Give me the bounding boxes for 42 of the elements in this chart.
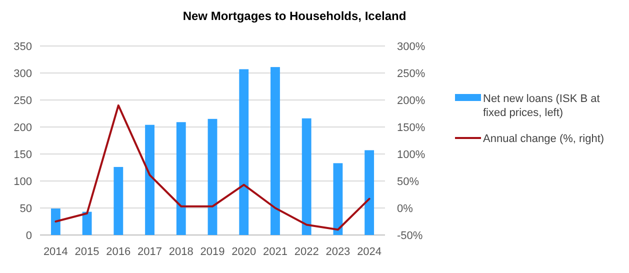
bar [82, 212, 92, 235]
y-tick-label: 100 [14, 176, 32, 188]
y-tick-label: 300 [14, 68, 32, 80]
x-tick-label: 2018 [168, 246, 194, 258]
bar [239, 69, 249, 235]
y-tick-label: 250 [14, 94, 32, 107]
y2-tick-label: 300% [397, 40, 426, 53]
x-tick-label: 2014 [43, 246, 68, 258]
x-tick-label: 2022 [294, 246, 319, 258]
y2-tick-label: 0% [397, 202, 414, 215]
y2-tick-label: -50% [397, 230, 423, 242]
y2-tick-label: 100% [397, 148, 426, 161]
x-tick-label: 2016 [106, 246, 131, 258]
bar [270, 67, 280, 235]
y2-tick-label: 200% [397, 94, 426, 107]
bar [208, 118, 218, 235]
y2-tick-label: 250% [397, 68, 426, 80]
bar [364, 150, 374, 235]
y2-tick-label: 50% [397, 176, 420, 188]
line-series [54, 104, 370, 231]
x-tick-label: 2015 [74, 246, 100, 258]
x-tick-label: 2017 [138, 246, 162, 258]
y-tick-label: 0 [26, 230, 32, 242]
bar [50, 208, 60, 235]
bar [145, 124, 154, 235]
bar [176, 122, 186, 235]
y-tick-label: 350 [14, 40, 32, 53]
bar [302, 118, 312, 235]
y-tick-label: 50 [20, 202, 32, 215]
y2-tick-label: 150% [397, 122, 426, 134]
bar [333, 163, 343, 235]
x-tick-label: 2023 [326, 246, 350, 258]
y-tick-label: 150 [14, 148, 32, 161]
x-tick-label: 2021 [262, 246, 288, 258]
bar [114, 166, 124, 235]
y-tick-label: 200 [14, 122, 32, 134]
x-tick-label: 2020 [232, 246, 256, 258]
legend-label: Annual change (%, right) [483, 132, 604, 145]
legend-label: Net new loans (ISK B at fixed prices, left) [483, 92, 600, 120]
chart-title: New Mortgages to Households, Iceland [182, 9, 406, 23]
x-tick-label: 2019 [200, 246, 225, 258]
x-tick-label: 2024 [357, 246, 382, 258]
